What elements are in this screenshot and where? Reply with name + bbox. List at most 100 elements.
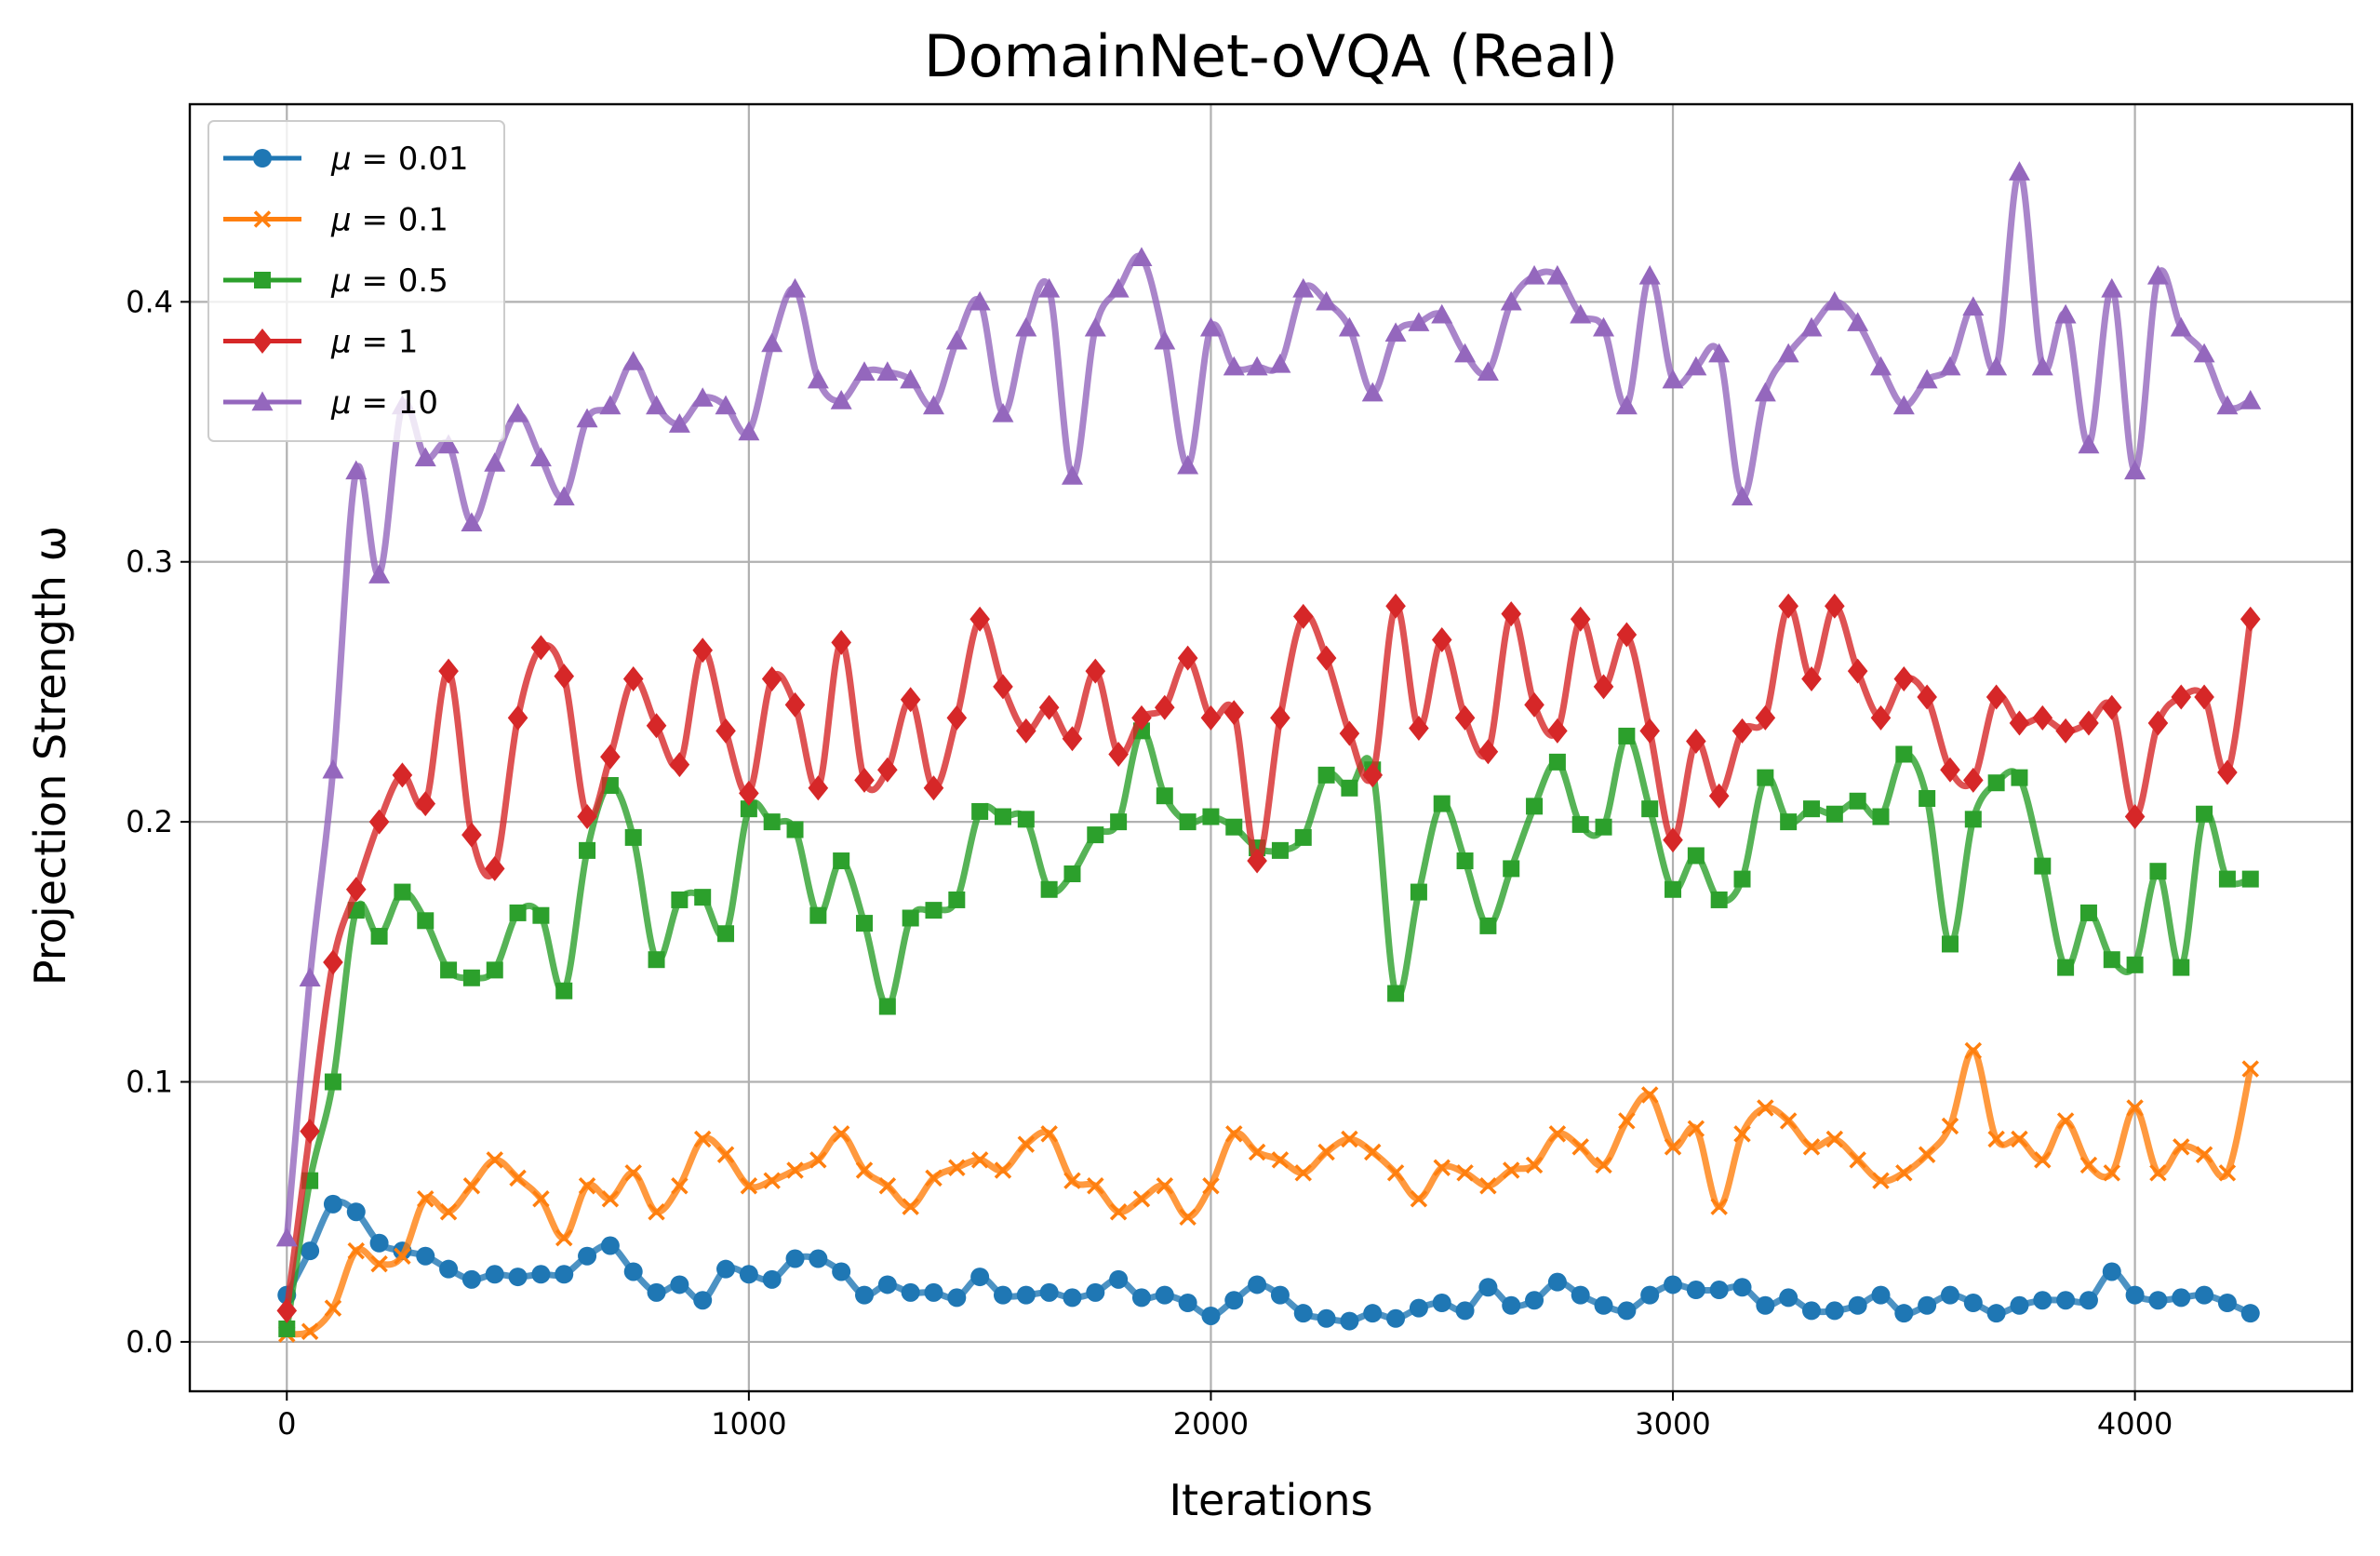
- data-point: [1223, 355, 1245, 376]
- data-point: [2217, 1294, 2237, 1313]
- data-point: [1063, 1172, 1081, 1189]
- data-point: [2054, 303, 2077, 324]
- data-point: [671, 1177, 689, 1195]
- data-point: [1801, 665, 1822, 691]
- data-point: [1432, 1294, 1451, 1313]
- data-point: [555, 982, 573, 999]
- data-point: [1941, 1117, 1959, 1135]
- legend-label-prefix: μ =: [330, 384, 398, 422]
- data-point: [1757, 1099, 1774, 1117]
- x-tick-label: 0: [277, 1406, 296, 1442]
- data-point: [1341, 779, 1358, 797]
- data-point: [1687, 847, 1705, 865]
- data-point: [925, 1169, 943, 1187]
- y-tick-label: 0.1: [126, 1065, 173, 1100]
- legend-label-value: 0.5: [398, 262, 448, 300]
- data-point: [531, 1265, 551, 1284]
- data-point: [1478, 1278, 1498, 1297]
- data-point: [1894, 1304, 1914, 1323]
- legend-item-2: μ = 0.5: [223, 262, 448, 300]
- legend-item-4: μ = 10: [223, 384, 438, 422]
- data-point: [529, 447, 552, 467]
- data-point: [1339, 720, 1360, 746]
- legend-label-prefix: μ =: [330, 202, 398, 239]
- data-point: [1780, 813, 1798, 831]
- data-point: [1502, 1161, 1520, 1179]
- data-point: [1638, 264, 1661, 285]
- data-point: [1477, 739, 1499, 765]
- y-axis-ticks: 0.0 0.1 0.2 0.3 0.4: [126, 284, 190, 1360]
- data-point: [1225, 1125, 1243, 1143]
- data-point: [2103, 951, 2120, 969]
- data-point: [2195, 1146, 2213, 1163]
- data-point: [1941, 935, 1959, 953]
- data-point: [1155, 1285, 1174, 1305]
- data-point: [1986, 1304, 2006, 1323]
- data-point: [1595, 1156, 1612, 1174]
- data-point: [461, 1269, 481, 1289]
- data-point: [2217, 759, 2238, 785]
- series-2: [278, 722, 2259, 1337]
- data-point: [578, 1246, 597, 1266]
- data-point: [414, 447, 436, 467]
- data-point: [345, 877, 367, 903]
- data-point: [1201, 1306, 1221, 1325]
- data-point: [1547, 1272, 1567, 1292]
- data-point: [417, 912, 435, 930]
- data-point: [809, 1151, 827, 1169]
- data-point: [900, 369, 922, 389]
- data-point: [1317, 766, 1335, 784]
- data-point: [1662, 369, 1684, 389]
- data-point: [1108, 741, 1129, 767]
- legend-label-value: 0.01: [398, 141, 469, 178]
- data-point: [1039, 1282, 1059, 1302]
- data-point: [1338, 316, 1360, 337]
- data-point: [1317, 1308, 1336, 1328]
- data-point: [532, 1190, 550, 1208]
- data-point: [853, 361, 876, 381]
- data-point: [576, 408, 598, 428]
- data-point: [437, 434, 460, 454]
- data-point: [553, 486, 575, 506]
- y-tick-label: 0.0: [126, 1324, 173, 1360]
- data-point: [462, 1177, 481, 1195]
- data-point: [1849, 1151, 1866, 1169]
- data-point: [1038, 277, 1061, 298]
- data-point: [786, 1161, 804, 1179]
- data-point: [1594, 1295, 1613, 1315]
- data-point: [1686, 729, 1706, 755]
- legend-label: μ = 0.5: [330, 262, 448, 300]
- data-point: [762, 1269, 782, 1289]
- data-point: [1895, 745, 1913, 763]
- data-point: [1733, 870, 1751, 888]
- data-point: [1802, 1301, 1821, 1321]
- data-point: [739, 780, 759, 806]
- data-point: [2126, 1099, 2144, 1117]
- y-tick-label: 0.2: [126, 804, 173, 839]
- data-point: [2173, 959, 2190, 976]
- data-point: [1825, 593, 1845, 619]
- data-point: [902, 909, 919, 927]
- data-point: [1179, 1208, 1197, 1227]
- x-tick-label: 4000: [2097, 1406, 2173, 1442]
- data-point: [692, 637, 714, 664]
- data-point: [1665, 880, 1682, 898]
- data-point: [2102, 1262, 2121, 1281]
- data-point: [1687, 1120, 1705, 1138]
- data-point: [1087, 826, 1104, 844]
- data-point: [971, 802, 989, 820]
- data-point: [2101, 277, 2123, 298]
- series-3: [276, 593, 2261, 1323]
- data-point: [1131, 1288, 1151, 1308]
- data-point: [370, 1254, 388, 1273]
- data-point: [877, 757, 898, 783]
- data-point: [1964, 811, 1982, 828]
- data-point: [1778, 593, 1798, 619]
- data-point: [1410, 1190, 1428, 1208]
- data-point: [970, 1151, 989, 1169]
- data-point: [2170, 316, 2192, 337]
- data-point: [900, 687, 921, 713]
- data-point: [832, 1262, 851, 1281]
- legend-label: μ = 0.1: [330, 202, 448, 239]
